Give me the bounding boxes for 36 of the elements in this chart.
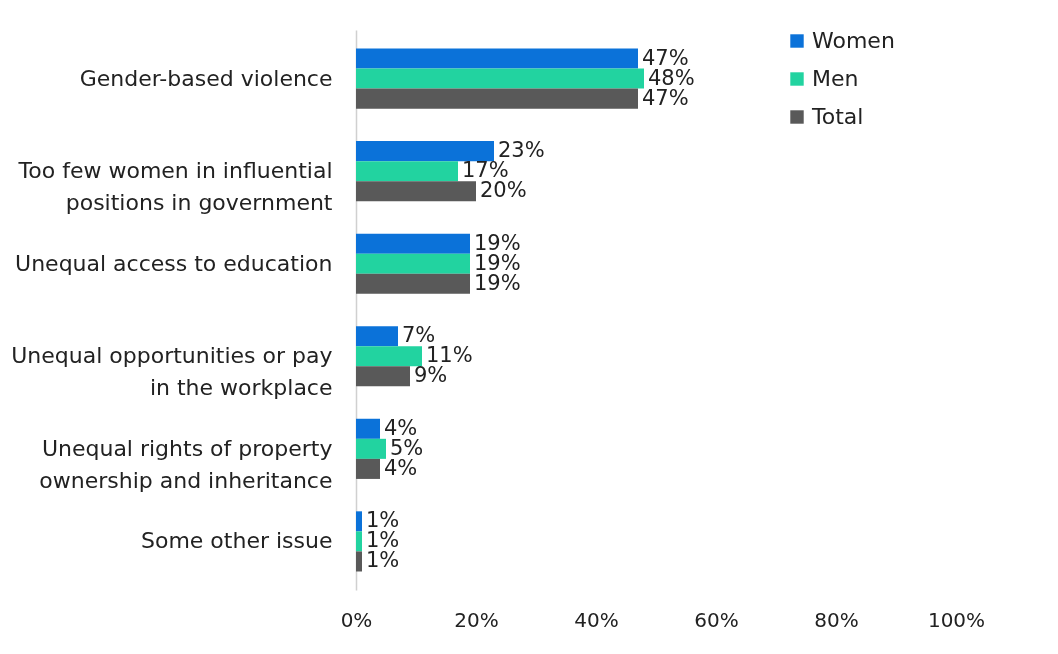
y-tick-label: Unequal opportunities or pay in the workplace <box>11 343 333 401</box>
bar <box>356 161 458 182</box>
bar <box>356 458 380 479</box>
bar <box>356 273 470 294</box>
bar <box>356 326 398 347</box>
x-tick-label: 60% <box>694 607 739 632</box>
bar <box>356 366 410 387</box>
legend-label: Women <box>812 28 895 53</box>
bar <box>356 346 422 367</box>
legend-label: Men <box>812 66 859 91</box>
bar <box>356 511 362 532</box>
bar <box>356 438 386 459</box>
data-label: 1% <box>366 548 400 573</box>
data-label: 20% <box>480 178 527 203</box>
bar <box>356 48 638 69</box>
bar <box>356 418 380 439</box>
bar <box>356 181 476 202</box>
y-tick-label: Unequal rights of property ownership and inheritance <box>39 435 333 493</box>
x-tick-label: 40% <box>574 607 619 632</box>
y-tick-label: Some other issue <box>140 528 333 554</box>
x-tick-label: 100% <box>927 607 986 632</box>
legend-label: Total <box>811 104 864 129</box>
bar <box>356 141 494 162</box>
x-tick-label: 80% <box>814 607 859 632</box>
bar <box>356 233 470 254</box>
y-tick-label: Unequal access to education <box>15 250 333 276</box>
data-label: 9% <box>414 363 448 388</box>
x-tick-label: 0% <box>340 607 373 632</box>
y-tick-label: Gender-based violence <box>79 65 333 91</box>
bar <box>356 253 470 274</box>
bar <box>356 88 638 109</box>
bar <box>356 551 362 572</box>
y-tick-label: Too few women in influential positions in government <box>17 158 333 216</box>
x-tick-label: 20% <box>454 607 499 632</box>
bar <box>356 531 362 552</box>
bar <box>356 68 644 89</box>
